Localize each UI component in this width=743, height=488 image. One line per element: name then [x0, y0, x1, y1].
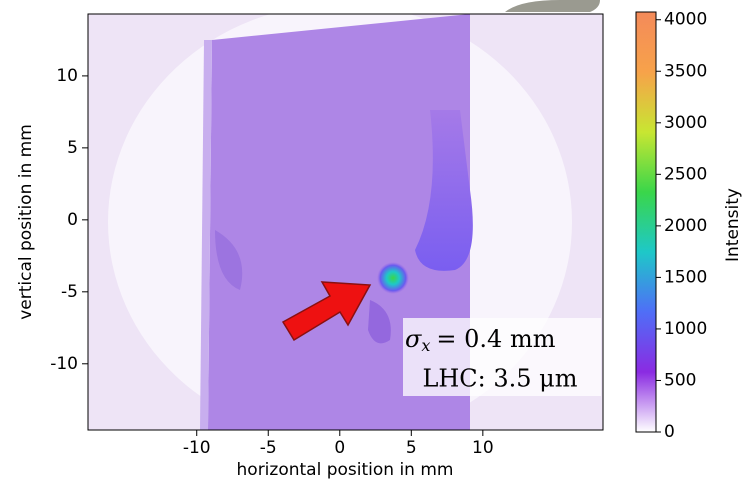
colorbar-tick-label: 2000	[664, 216, 707, 236]
photo-corner	[505, 0, 600, 12]
colorbar-tick-label: 4000	[664, 10, 707, 30]
y-tick-label: -10	[50, 354, 78, 374]
chart: σx= 0.4 mm LHC: 3.5 μm horizontal positi…	[0, 0, 743, 484]
y-tick-label: 5	[67, 138, 78, 158]
colorbar-tick-label: 1000	[664, 319, 707, 339]
x-tick-label: 5	[406, 438, 417, 458]
x-tick-label: 0	[334, 438, 345, 458]
y-axis-label: vertical position in mm	[16, 124, 36, 320]
colorbar	[636, 12, 656, 432]
x-tick-label: 10	[472, 438, 494, 458]
x-tick-label: -5	[260, 438, 277, 458]
x-axis-label: horizontal position in mm	[237, 460, 454, 480]
colorbar-label: Intensity	[723, 188, 743, 262]
colorbar-tick-label: 0	[664, 422, 675, 442]
annotation: LHC: 3.5 μm	[422, 365, 577, 393]
colorbar-tick-label: 2500	[664, 164, 707, 184]
y-tick-label: 0	[67, 210, 78, 230]
colorbar-tick-label: 3500	[664, 61, 707, 81]
colorbar-tick-label: 500	[664, 370, 696, 390]
colorbar-tick-label: 3000	[664, 113, 707, 133]
x-tick-label: -10	[183, 438, 211, 458]
y-tick-label: 10	[56, 66, 78, 86]
colorbar-tick-label: 1500	[664, 267, 707, 287]
y-tick-label: -5	[61, 282, 78, 302]
